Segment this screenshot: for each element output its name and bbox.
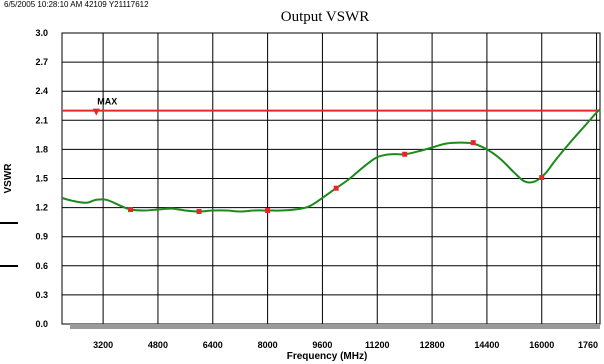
- x-tick-label: 16000: [529, 340, 554, 350]
- x-tick-label: 6400: [203, 340, 223, 350]
- y-tick-label: 1.2: [35, 203, 48, 213]
- y-axis-label: VSWR: [3, 163, 14, 194]
- x-tick-label: 8000: [258, 340, 278, 350]
- y-tick-label: 2.4: [35, 86, 48, 96]
- x-axis-bar: [70, 324, 600, 329]
- y-tick-label: 2.7: [35, 57, 48, 67]
- header-timestamp: 6/5/2005 10:28:10 AM 42109 Y21117612: [4, 0, 149, 9]
- grid-lines: [62, 33, 600, 324]
- data-marker: [333, 185, 339, 191]
- x-tick-label: 12800: [420, 340, 445, 350]
- x-axis-gray-bar: [70, 324, 600, 329]
- x-axis-label: Frequency (MHz): [287, 351, 368, 362]
- y-tick-label: 2.1: [35, 115, 48, 125]
- data-marker: [539, 175, 545, 181]
- max-limit: MAX: [62, 97, 600, 116]
- x-tick-label: 11200: [365, 340, 390, 350]
- max-label: MAX: [97, 97, 117, 107]
- data-marker: [470, 140, 476, 146]
- x-tick-label: 14400: [474, 340, 499, 350]
- data-marker: [402, 151, 408, 157]
- y-tick-label: 0.6: [35, 261, 48, 271]
- y-tick-label: 0.0: [35, 319, 48, 329]
- y-tick-label: 1.8: [35, 144, 48, 154]
- x-tick-label: 4800: [148, 340, 168, 350]
- x-tick-label: 3200: [93, 340, 113, 350]
- max-marker: [92, 108, 100, 116]
- data-marker: [265, 208, 271, 214]
- y-tick-labels: 0.0 0.3 0.6 0.9 1.2 1.5 1.8 2.1 2.4 2.7 3.0: [35, 28, 48, 329]
- x-tick-labels: 3200 4800 6400 8000 9600 11200 12800 14400 16000…: [93, 340, 598, 350]
- data-marker: [196, 208, 202, 214]
- chart-title: Output VSWR: [281, 9, 369, 25]
- y-tick-label: 3.0: [35, 28, 48, 38]
- y-tick-label: 0.3: [35, 290, 48, 300]
- y-tick-label: 1.5: [35, 174, 48, 184]
- data-marker: [128, 207, 134, 213]
- x-tick-label: 1760: [578, 340, 598, 350]
- y-tick-label: 0.9: [35, 232, 48, 242]
- markers-layer: [128, 140, 545, 214]
- x-tick-label: 9600: [312, 340, 332, 350]
